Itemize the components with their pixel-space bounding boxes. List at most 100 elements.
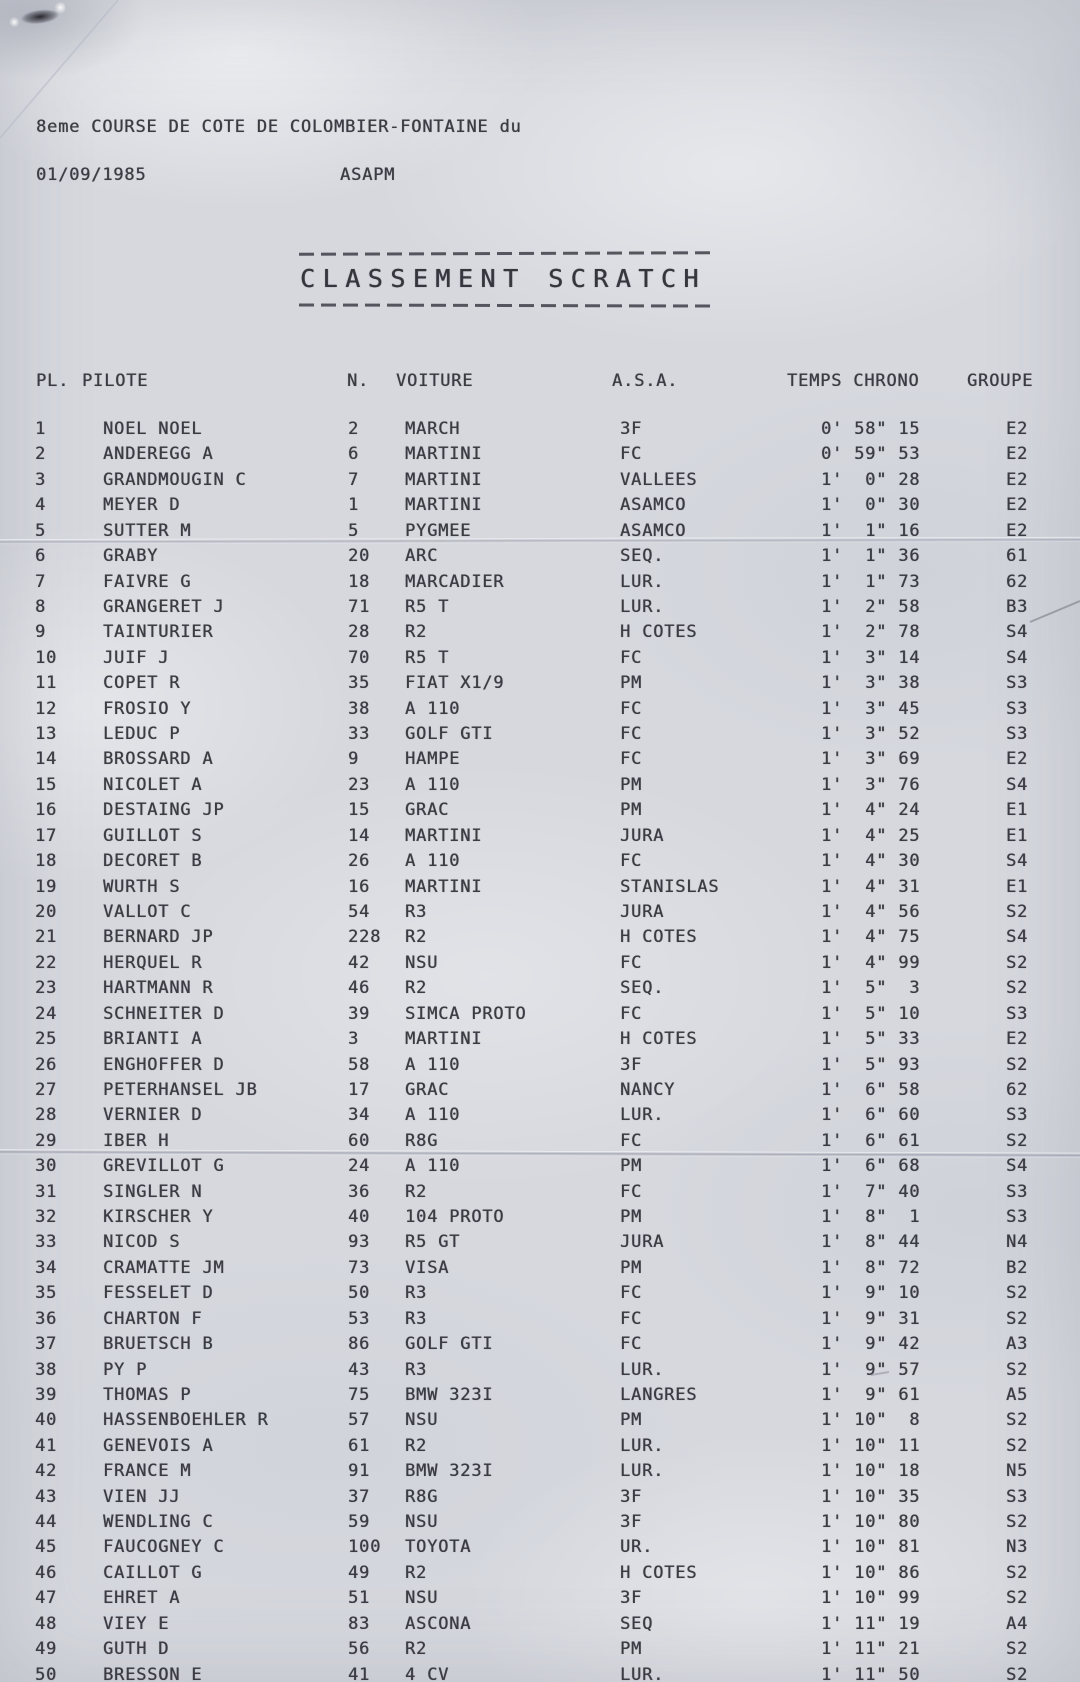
cell-pl: 22 [35,952,58,973]
cell-groupe: S4 [1006,851,1029,872]
cell-temps: 1' 8" 44 [821,1232,921,1253]
cell-pl: 16 [35,800,58,821]
cell-n: 17 [348,1079,371,1100]
cell-asa: LUR. [620,596,665,617]
cell-pilote: WENDLING C [103,1512,214,1533]
cell-pl: 13 [35,724,58,745]
cell-asa: JURA [620,825,665,846]
cell-pl: 8 [35,596,47,617]
cell-pilote: BRUETSCH B [103,1334,214,1355]
table-row: 37 BRUETSCH B 86 GOLF GTI FC 1' 9" 42 A3 [0,1335,1080,1358]
cell-temps: 1' 2" 78 [821,622,921,643]
table-row: 22 HERQUEL R 42 NSU FC 1' 4" 99 S2 [0,952,1080,977]
cell-pl: 12 [35,698,58,719]
cell-asa: LUR. [620,571,665,592]
table-row: 18 DECORET B 26 A 110 FC 1' 4" 30 S4 [0,852,1080,875]
table-row: 3 GRANDMOUGIN C 7 MARTINI VALLEES 1' 0" 28 E2 [0,469,1080,494]
cell-voiture: R8G [405,1130,439,1151]
cell-voiture: R2 [405,1639,428,1660]
table-row: 40 HASSENBOEHLER R 57 NSU PM 1' 10" 8 S2 [0,1411,1080,1434]
cell-asa: LUR. [620,1461,665,1482]
table-row: 12 FROSIO Y 38 A 110 FC 1' 3" 45 S3 [0,698,1080,723]
column-header-pilote: PILOTE [82,371,149,391]
cell-n: 71 [348,596,371,617]
cell-pilote: NICOD S [103,1232,181,1253]
cell-temps: 1' 4" 99 [821,952,921,973]
cell-asa: LUR. [620,1105,665,1126]
cell-pilote: WURTH S [103,876,181,897]
cell-n: 15 [348,800,371,821]
cell-voiture: HAMPE [405,749,461,770]
cell-groupe: E1 [1006,876,1029,897]
table-row: 21 BERNARD JP 228 R2 H COTES 1' 4" 75 S4 [0,928,1080,951]
cell-voiture: MARTINI [405,495,483,516]
cell-pilote: ENGHOFFER D [103,1054,225,1075]
cell-voiture: NSU [405,952,439,973]
cell-asa: FC [620,1308,643,1329]
table-row: 30 GREVILLOT G 24 A 110 PM 1' 6" 68 S4 [0,1157,1080,1180]
cell-temps: 1' 5" 10 [821,1003,921,1024]
cell-groupe: A4 [1006,1613,1029,1634]
cell-temps: 1' 4" 75 [821,927,921,948]
cell-pl: 43 [35,1486,58,1507]
cell-pl: 28 [35,1105,58,1126]
cell-pilote: PETERHANSEL JB [103,1079,258,1100]
cell-n: 14 [348,825,371,846]
cell-groupe: S2 [1006,1435,1029,1456]
cell-asa: LANGRES [620,1384,698,1405]
cell-groupe: S4 [1006,647,1029,668]
cell-pl: 9 [35,622,47,643]
cell-pl: 21 [35,927,58,948]
cell-n: 43 [348,1359,371,1380]
cell-pilote: JUIF J [103,647,170,668]
cell-n: 42 [348,952,371,973]
cell-asa: FC [620,444,643,465]
cell-pilote: FRANCE M [103,1461,192,1482]
cell-voiture: R5 T [405,647,450,668]
table-row: 25 BRIANTI A 3 MARTINI H COTES 1' 5" 33 E2 [0,1030,1080,1053]
cell-groupe: E2 [1006,444,1029,465]
cell-temps: 1' 4" 24 [821,800,921,821]
cell-pilote: BRIANTI A [103,1029,203,1050]
cell-pl: 5 [35,520,47,541]
cell-pilote: PY P [103,1359,148,1380]
cell-groupe: S3 [1006,1486,1029,1507]
cell-voiture: BMW 323I [405,1384,494,1405]
table-row: 10 JUIF J 70 R5 T FC 1' 3" 14 S4 [0,647,1080,672]
cell-pl: 47 [35,1588,58,1609]
cell-voiture: ARC [405,546,439,567]
cell-pl: 4 [35,495,47,516]
cell-voiture: MARTINI [405,825,483,846]
cell-pl: 14 [35,749,58,770]
cell-groupe: S2 [1006,1283,1029,1304]
table-row: 47 EHRET A 51 NSU 3F 1' 10" 99 S2 [0,1589,1080,1612]
cell-voiture: MARTINI [405,444,483,465]
table-row: 9 TAINTURIER 28 R2 H COTES 1' 2" 78 S4 [0,623,1080,646]
cell-pilote: THOMAS P [103,1384,192,1405]
cell-n: 36 [348,1181,371,1202]
cell-pl: 32 [35,1207,58,1228]
cell-pilote: SINGLER N [103,1181,203,1202]
cell-n: 38 [348,698,371,719]
cell-asa: FC [620,1003,643,1024]
table-row: 6 GRABY 20 ARC SEQ. 1' 1" 36 61 [0,547,1080,570]
cell-voiture: 104 PROTO [405,1207,505,1228]
cell-asa: VALLEES [620,469,698,490]
table-row: 14 BROSSARD A 9 HAMPE FC 1' 3" 69 E2 [0,750,1080,773]
cell-groupe: S2 [1006,1359,1029,1380]
cell-temps: 1' 10" 35 [821,1486,921,1507]
cell-voiture: A 110 [405,774,461,795]
cell-pl: 33 [35,1232,58,1253]
cell-groupe: E2 [1006,495,1029,516]
cell-groupe: E2 [1006,520,1029,541]
table-row: 39 THOMAS P 75 BMW 323I LANGRES 1' 9" 61 A5 [0,1384,1080,1409]
cell-pilote: GRANDMOUGIN C [103,469,247,490]
cell-n: 58 [348,1054,371,1075]
cell-asa: 3F [620,1588,643,1609]
cell-pl: 24 [35,1003,58,1024]
cell-n: 20 [348,546,371,567]
cell-asa: 3F [620,1054,643,1075]
cell-n: 37 [348,1486,371,1507]
cell-pl: 48 [35,1613,58,1634]
cell-n: 34 [348,1105,371,1126]
